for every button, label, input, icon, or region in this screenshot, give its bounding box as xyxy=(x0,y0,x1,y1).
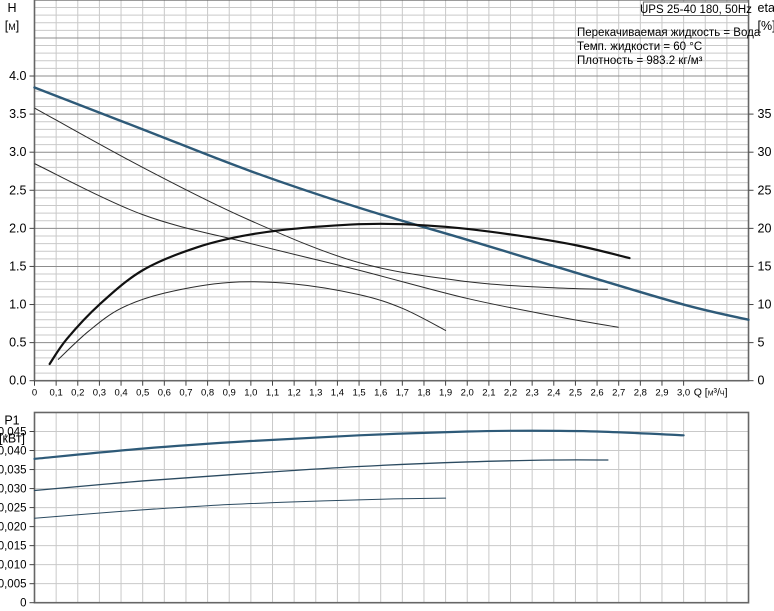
svg-text:0,9: 0,9 xyxy=(223,388,236,399)
svg-text:eta: eta xyxy=(758,1,774,15)
svg-text:3.0: 3.0 xyxy=(9,145,26,159)
svg-text:0,005: 0,005 xyxy=(0,579,27,591)
svg-text:0,8: 0,8 xyxy=(201,388,214,399)
svg-text:2,1: 2,1 xyxy=(482,388,495,399)
svg-text:2.5: 2.5 xyxy=(9,183,26,197)
svg-text:3,0: 3,0 xyxy=(677,388,690,399)
svg-text:2,3: 2,3 xyxy=(526,388,539,399)
svg-text:0,035: 0,035 xyxy=(0,465,27,477)
svg-text:0,3: 0,3 xyxy=(93,388,106,399)
svg-text:30: 30 xyxy=(758,145,772,159)
svg-text:1,6: 1,6 xyxy=(374,388,387,399)
svg-text:1,4: 1,4 xyxy=(331,388,344,399)
svg-text:1,2: 1,2 xyxy=(288,388,301,399)
svg-text:1,0: 1,0 xyxy=(244,388,257,399)
svg-text:2,8: 2,8 xyxy=(634,388,647,399)
svg-text:25: 25 xyxy=(758,183,772,197)
svg-text:0.0: 0.0 xyxy=(9,374,26,388)
svg-text:10: 10 xyxy=(758,298,772,312)
svg-text:2,4: 2,4 xyxy=(547,388,560,399)
svg-text:3.5: 3.5 xyxy=(9,107,26,121)
svg-text:0,030: 0,030 xyxy=(0,484,27,496)
svg-text:0: 0 xyxy=(20,598,26,610)
svg-text:[кВт]: [кВт] xyxy=(0,431,25,445)
svg-text:2,5: 2,5 xyxy=(569,388,582,399)
svg-text:20: 20 xyxy=(758,221,772,235)
svg-text:1,3: 1,3 xyxy=(309,388,322,399)
svg-text:2.0: 2.0 xyxy=(9,221,26,235)
svg-text:H: H xyxy=(7,1,16,15)
svg-text:1.5: 1.5 xyxy=(9,259,26,273)
svg-text:1,9: 1,9 xyxy=(439,388,452,399)
svg-text:1,7: 1,7 xyxy=(396,388,409,399)
svg-text:0,020: 0,020 xyxy=(0,522,27,534)
svg-text:Темп. жидкости = 60 °C: Темп. жидкости = 60 °C xyxy=(577,41,702,53)
svg-text:1,1: 1,1 xyxy=(266,388,279,399)
svg-text:4.0: 4.0 xyxy=(9,69,26,83)
svg-text:0,5: 0,5 xyxy=(136,388,149,399)
svg-text:2,2: 2,2 xyxy=(504,388,517,399)
svg-text:35: 35 xyxy=(758,107,772,121)
svg-text:Перекачиваемая жидкость = Вода: Перекачиваемая жидкость = Вода xyxy=(577,27,761,39)
svg-text:Q [м³/ч]: Q [м³/ч] xyxy=(694,387,728,399)
svg-text:0,4: 0,4 xyxy=(114,388,127,399)
svg-text:0: 0 xyxy=(32,388,37,399)
svg-text:0,010: 0,010 xyxy=(0,560,27,572)
svg-text:1.0: 1.0 xyxy=(9,298,26,312)
svg-text:2,7: 2,7 xyxy=(612,388,625,399)
svg-text:0.5: 0.5 xyxy=(9,336,26,350)
svg-text:0,6: 0,6 xyxy=(158,388,171,399)
svg-text:0: 0 xyxy=(758,374,765,388)
svg-text:P1: P1 xyxy=(4,413,19,427)
svg-text:0,040: 0,040 xyxy=(0,446,27,458)
svg-text:Плотность = 983.2 кг/м³: Плотность = 983.2 кг/м³ xyxy=(577,55,703,67)
svg-text:2,9: 2,9 xyxy=(655,388,668,399)
svg-text:2,0: 2,0 xyxy=(461,388,474,399)
svg-text:2,6: 2,6 xyxy=(590,388,603,399)
svg-text:15: 15 xyxy=(758,259,772,273)
svg-text:0,015: 0,015 xyxy=(0,541,27,553)
svg-text:1,5: 1,5 xyxy=(352,388,365,399)
svg-text:5: 5 xyxy=(758,336,765,350)
svg-text:UPS 25-40 180, 50Hz: UPS 25-40 180, 50Hz xyxy=(640,4,752,16)
svg-text:0,025: 0,025 xyxy=(0,503,27,515)
svg-text:1,8: 1,8 xyxy=(417,388,430,399)
svg-text:[м]: [м] xyxy=(5,19,19,33)
svg-text:0,1: 0,1 xyxy=(50,388,63,399)
svg-text:0,2: 0,2 xyxy=(71,388,84,399)
svg-text:0,7: 0,7 xyxy=(179,388,192,399)
